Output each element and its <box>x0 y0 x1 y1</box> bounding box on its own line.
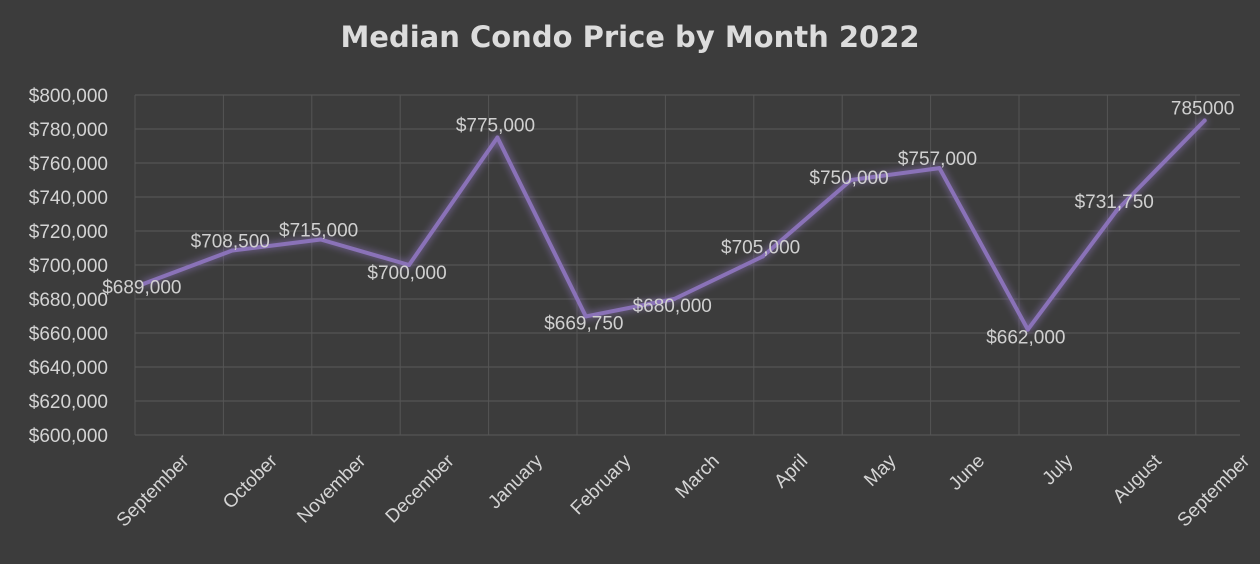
data-point <box>141 281 146 286</box>
y-tick-label: $680,000 <box>29 290 108 311</box>
x-tick-label: November <box>293 450 370 527</box>
x-tick-label: October <box>219 450 282 513</box>
data-point <box>1202 118 1207 123</box>
x-tick-label: March <box>672 451 724 503</box>
data-point <box>672 297 677 301</box>
y-tick-label: $720,000 <box>29 222 108 243</box>
data-point <box>1114 209 1119 214</box>
y-axis: $600,000 $620,000 $640,000 $660,000 $680,000… <box>29 86 108 447</box>
data-label: $700,000 <box>367 263 446 284</box>
x-tick-label: January <box>484 450 547 513</box>
data-point <box>760 254 765 259</box>
x-tick-label: February <box>567 450 636 519</box>
y-tick-label: $780,000 <box>29 120 108 141</box>
data-point <box>407 263 412 267</box>
x-tick-label: May <box>860 450 901 491</box>
data-label: $669,750 <box>544 313 623 334</box>
data-label: $731,750 <box>1075 192 1154 213</box>
data-point <box>230 248 235 253</box>
x-tick-label: December <box>382 450 459 527</box>
y-tick-label: $800,000 <box>29 86 108 107</box>
data-labels: $689,000 $708,500 $715,000 $700,000 $775,000… <box>102 99 1234 349</box>
x-tick-label: July <box>1039 450 1078 489</box>
data-point <box>937 166 942 171</box>
chart-title: Median Condo Price by Month 2022 <box>340 20 920 54</box>
y-tick-label: $600,000 <box>29 426 108 447</box>
y-tick-label: $740,000 <box>29 188 108 209</box>
data-label: $689,000 <box>102 278 181 299</box>
data-point <box>495 135 500 140</box>
y-tick-label: $700,000 <box>29 256 108 277</box>
data-point <box>583 314 588 319</box>
y-tick-label: $620,000 <box>29 392 108 413</box>
x-axis: September October November December January F… <box>113 450 1255 531</box>
gridlines <box>134 94 1240 436</box>
data-label: $750,000 <box>809 168 888 189</box>
x-tick-label: April <box>770 451 812 493</box>
x-tick-label: June <box>945 451 989 495</box>
data-label: $680,000 <box>633 296 712 317</box>
data-label: $775,000 <box>456 116 535 137</box>
y-tick-label: $760,000 <box>29 154 108 175</box>
data-label: $662,000 <box>986 328 1065 349</box>
data-label: $715,000 <box>279 221 358 242</box>
data-label: $757,000 <box>898 149 977 170</box>
y-tick-label: $660,000 <box>29 324 108 345</box>
data-label: 785000 <box>1171 99 1234 120</box>
data-label: $708,500 <box>191 232 270 253</box>
series-line <box>141 118 1207 332</box>
data-label: $705,000 <box>721 238 800 259</box>
x-tick-label: September <box>1174 450 1255 531</box>
x-tick-label: August <box>1109 450 1166 507</box>
x-tick-label: September <box>113 450 194 531</box>
y-tick-label: $640,000 <box>29 358 108 379</box>
data-point <box>318 237 323 242</box>
data-point <box>849 178 854 182</box>
data-point <box>1025 327 1030 332</box>
